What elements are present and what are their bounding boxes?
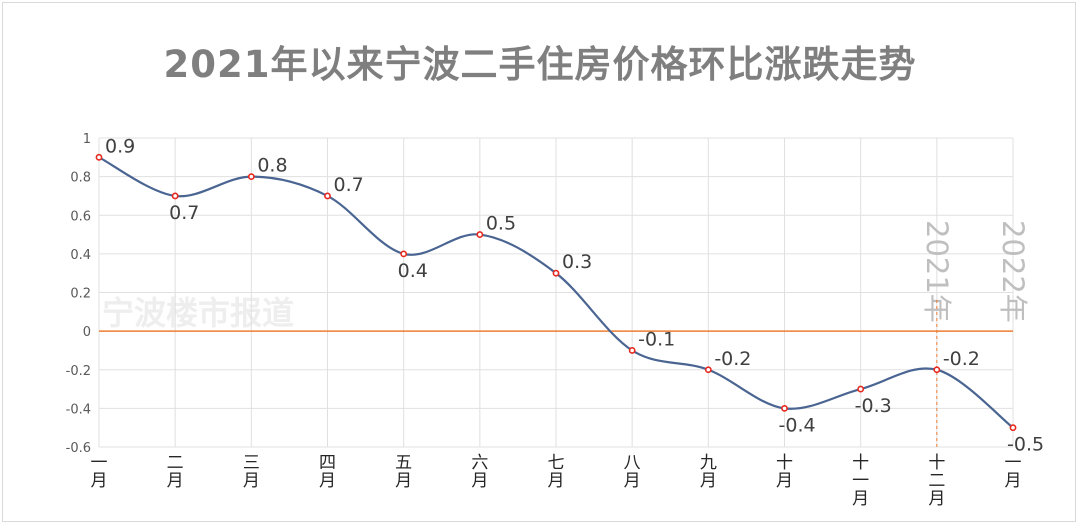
year-marker-label: 2022年: [996, 220, 1030, 323]
data-label: -0.2: [943, 348, 980, 370]
y-tick-label: 0.6: [70, 209, 91, 224]
data-point: [552, 269, 560, 277]
y-tick-label: 0.8: [70, 171, 91, 186]
x-tick-label: 十二月: [928, 453, 945, 509]
y-tick-label: 0.2: [70, 287, 91, 302]
data-label: 0.5: [486, 213, 516, 235]
data-point: [933, 366, 941, 374]
data-point: [171, 192, 179, 200]
data-label: 0.3: [562, 251, 592, 273]
data-point: [628, 347, 636, 354]
data-label: -0.1: [638, 328, 675, 350]
data-label: -0.5: [1007, 434, 1044, 456]
data-label: -0.4: [779, 414, 816, 436]
data-point: [857, 385, 865, 393]
data-point: [704, 366, 712, 374]
x-tick-label: 二月: [167, 453, 184, 491]
data-point: [324, 192, 331, 200]
data-point: [1009, 424, 1017, 432]
year-marker-label: 2021年: [920, 220, 954, 323]
x-tick-label: 一月: [1005, 453, 1022, 491]
y-tick-label: 1: [83, 132, 91, 147]
data-point: [95, 153, 103, 161]
x-tick-label: 五月: [395, 453, 412, 491]
data-point: [781, 404, 788, 412]
data-point: [400, 250, 408, 258]
x-tick-label: 六月: [471, 453, 488, 491]
x-tick-label: 一月: [91, 453, 108, 491]
x-tick-label: 三月: [243, 453, 260, 491]
data-label: 0.9: [105, 135, 135, 157]
x-tick-label: 十月: [776, 453, 793, 491]
data-label: -0.2: [714, 348, 751, 370]
y-tick-label: -0.6: [66, 441, 91, 456]
y-tick-label: -0.4: [66, 402, 91, 417]
data-label: 0.7: [169, 202, 199, 224]
x-tick-label: 四月: [319, 453, 336, 491]
x-tick-label: 九月: [700, 453, 717, 491]
x-tick-label: 八月: [624, 453, 641, 491]
y-tick-label: 0: [83, 325, 91, 340]
data-point: [476, 231, 484, 238]
data-label: -0.3: [855, 395, 892, 417]
x-tick-label: 七月: [548, 453, 565, 491]
y-tick-label: 0.4: [70, 248, 91, 263]
y-tick-label: -0.2: [66, 364, 91, 379]
data-label: 0.8: [257, 155, 287, 177]
watermark-text: 宁波楼市报道: [102, 294, 294, 332]
data-label: 0.4: [398, 260, 428, 282]
chart-title: 2021年以来宁波二手住房价格环比涨跌走势: [163, 43, 917, 86]
data-point: [247, 173, 255, 181]
data-label: 0.7: [334, 174, 364, 196]
x-tick-label: 十一月: [852, 453, 869, 509]
